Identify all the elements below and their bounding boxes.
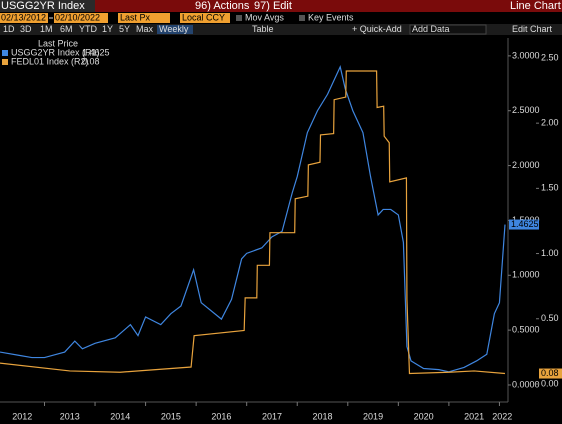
range-buttons: 1D 3D 1M 6M YTD 1Y 5Y Max [3,24,154,34]
y-tick-label: 0.0000 [512,379,540,389]
y-tick-label: 3.0000 [512,50,540,60]
view-title: Line Chart [510,0,561,12]
y2-tick-label: 0.50 [541,313,559,323]
x-tick-label: 2016 [211,411,231,421]
y-tick-label: 0.5000 [512,324,540,334]
x-tick-label: 2015 [161,411,181,421]
legend-value: 1.4625 [82,47,110,57]
range-button: 1Y [102,24,113,34]
y-tick-label: 2.5000 [512,105,540,115]
x-tick-label: 2013 [60,411,80,421]
end-date-box[interactable] [54,13,108,23]
y2-tick-label: 1.50 [541,183,559,193]
y2-tick-label: 2.50 [541,52,559,62]
header-bar [95,0,562,12]
y-tick-label: 1.0000 [512,270,540,280]
range-button: 1M [40,24,53,34]
x-tick-label: 2018 [312,411,332,421]
currency: Local CCY [182,12,225,22]
last-value-tag [539,368,562,379]
y2-tick-label: 0.00 [541,378,559,388]
range-button: 1D [3,24,15,34]
field-box[interactable] [118,13,170,23]
frequency-box[interactable] [157,25,193,34]
legend-label: USGG2YR Index (R1) [11,47,100,57]
checkbox[interactable] [299,15,305,21]
legend-swatch [2,50,8,56]
legend-swatch [2,59,8,65]
start-date-box[interactable] [0,13,48,23]
legend-label: FEDL01 Index (R2) [11,56,89,66]
toolbar [0,24,562,35]
last-value-label: 0.08 [541,368,559,378]
start-date: 02/13/2012 [1,12,46,22]
legend-title: Last Price [38,38,78,48]
x-tick-label: 2014 [110,411,130,421]
actions-menu[interactable]: 96) Actions [195,0,250,12]
series-line [0,70,506,375]
table-button[interactable]: Table [252,24,274,34]
y-tick-label: 2.0000 [512,160,540,170]
security-box[interactable] [0,0,95,12]
x-tick-label: 2017 [262,411,282,421]
quick-add[interactable]: + Quick-Add [352,24,402,34]
range-button: YTD [79,24,98,34]
field: Last Px [120,12,151,22]
x-tick-label: 2021 [464,411,484,421]
y2-tick-label: 2.00 [541,118,559,128]
y2-tick-label: 1.00 [541,248,559,258]
range-button: 5Y [119,24,130,34]
mov-avgs: Mov Avgs [245,12,284,22]
last-value-tag [509,219,539,230]
series-line [0,65,506,373]
x-tick-label: 2019 [363,411,383,421]
last-value-label: 1.4625 [511,219,539,229]
range-button: Max [136,24,154,34]
edit-menu[interactable]: 97) Edit [254,0,292,12]
legend-value: 0.08 [82,56,100,66]
x-tick-label: 2020 [414,411,434,421]
range-button: 3D [20,24,32,34]
edit-chart[interactable]: Edit Chart [512,24,553,34]
x-tick-label: 2022 [492,411,512,421]
range-button: 6M [60,24,73,34]
x-tick-label: 2012 [12,411,32,421]
checkbox[interactable] [236,15,242,21]
frequency: Weekly [159,24,189,34]
add-data: Add Data [412,24,450,34]
end-date: 02/10/2022 [55,12,100,22]
add-data-box[interactable] [409,24,487,35]
currency-box[interactable] [180,13,230,23]
key-events: Key Events [308,12,354,22]
security: USGG2YR Index [1,0,85,12]
